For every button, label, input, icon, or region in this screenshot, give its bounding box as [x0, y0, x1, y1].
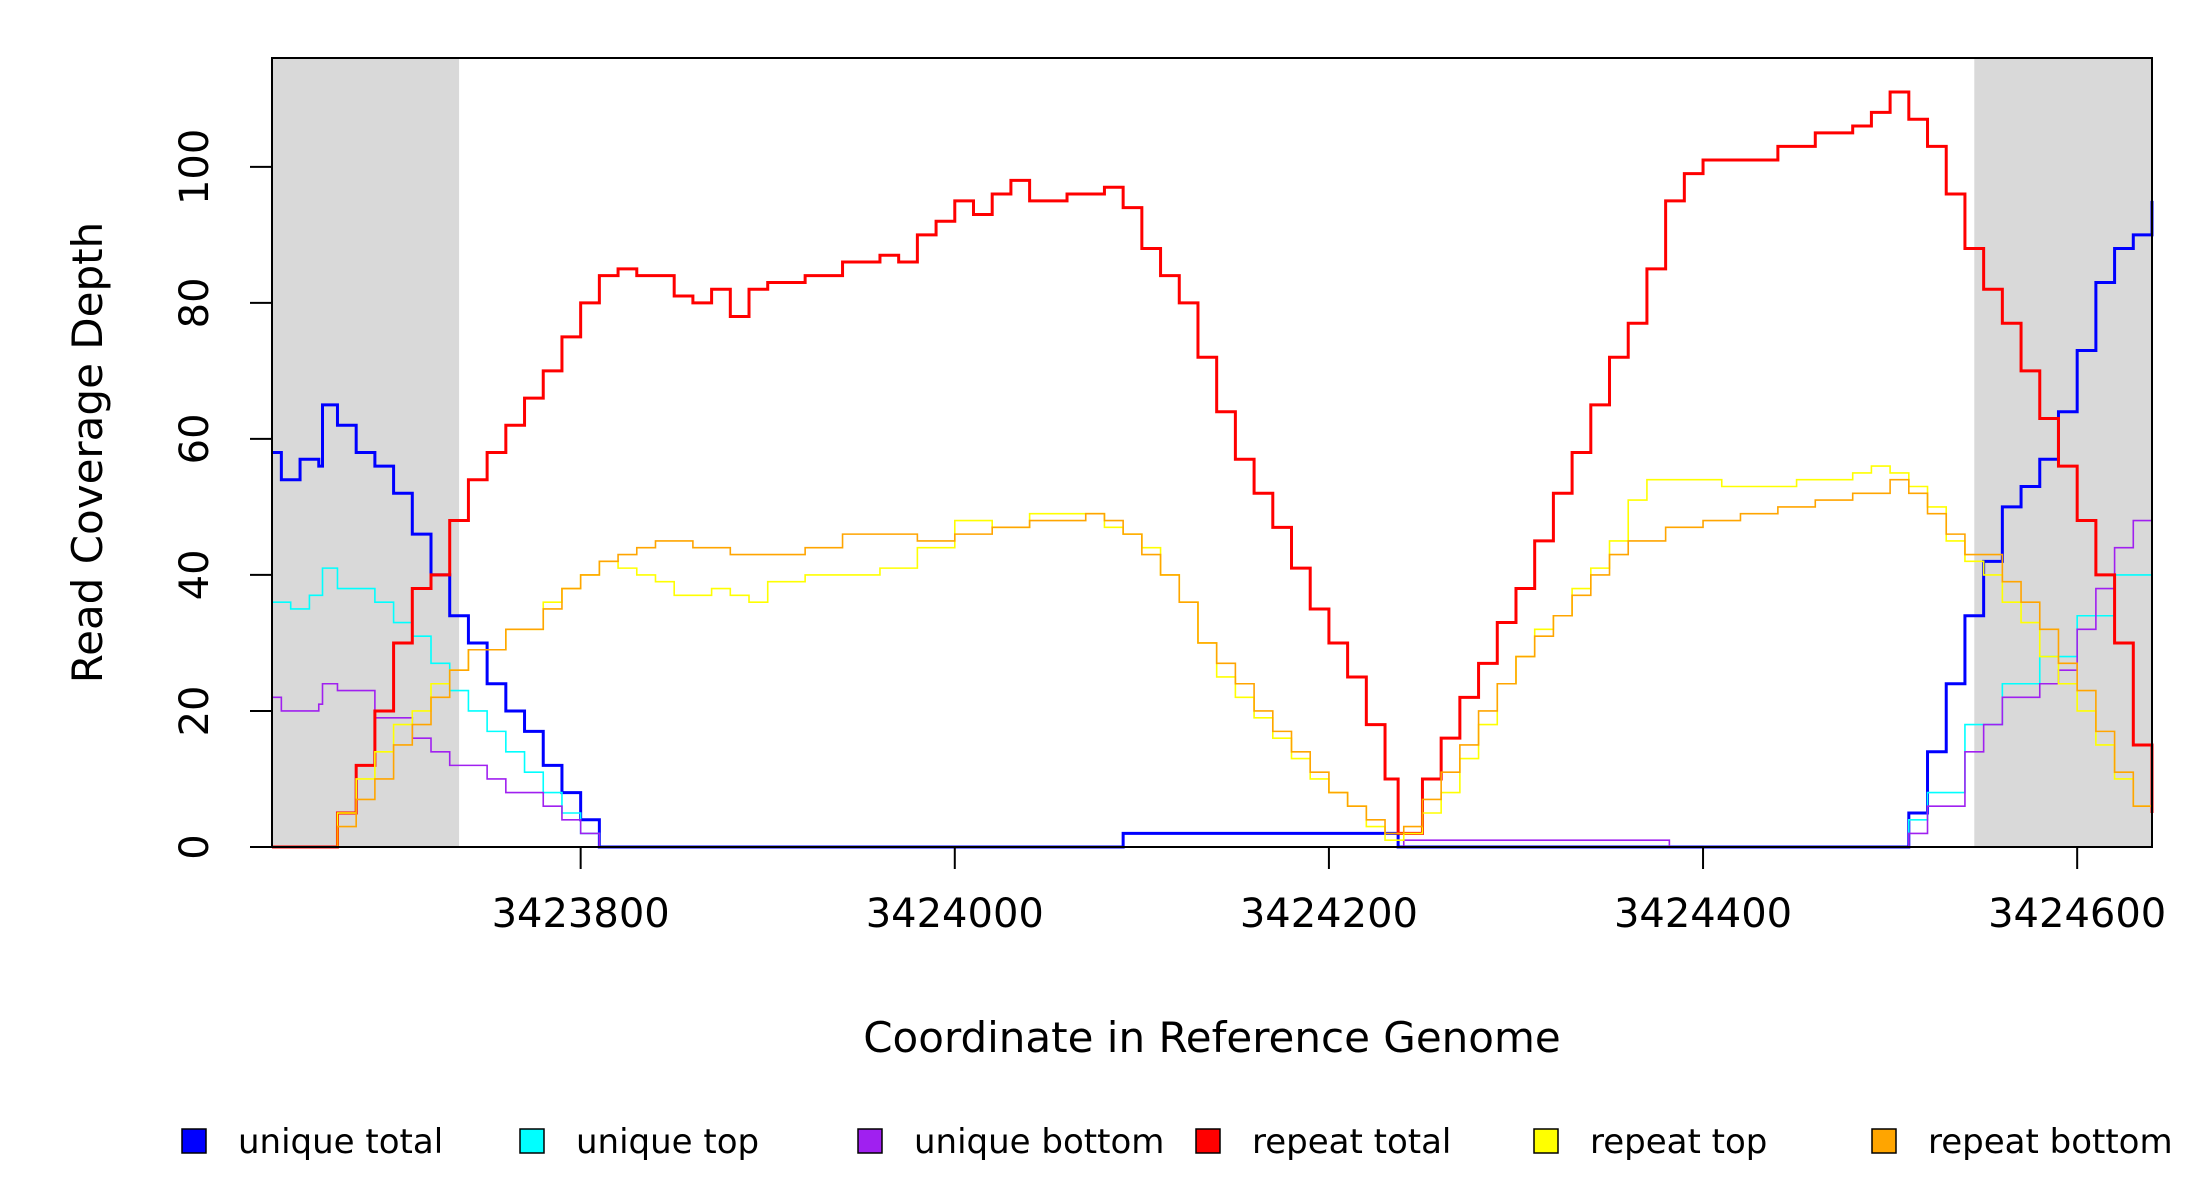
y-tick-label: 0	[172, 834, 218, 859]
legend-swatch	[857, 1128, 883, 1154]
x-axis: 3423800 3424000 3424200 3424400 3424600	[492, 847, 2166, 937]
legend: unique total unique top unique bottom repea…	[181, 1122, 2173, 1162]
x-tick-label: 3424600	[1988, 891, 2166, 937]
plot-frame	[271, 57, 2153, 848]
legend-swatch	[181, 1128, 207, 1154]
y-tick-label: 20	[172, 686, 218, 737]
x-tick-label: 3424200	[1240, 891, 1418, 937]
y-axis-title: Read Coverage Depth	[63, 222, 112, 683]
shaded-regions	[272, 58, 2152, 847]
x-tick-label: 3424000	[866, 891, 1044, 937]
y-tick-label: 60	[172, 413, 218, 464]
x-tick-label: 3423800	[492, 891, 670, 937]
y-axis: 0 20 40 60 80 100	[172, 129, 272, 860]
y-tick-label: 100	[172, 129, 218, 205]
legend-label: repeat bottom	[1928, 1122, 2173, 1162]
legend-swatch	[1533, 1128, 1559, 1154]
legend-label: repeat top	[1590, 1122, 1767, 1162]
x-axis-title: Coordinate in Reference Genome	[863, 1013, 1561, 1062]
legend-label: unique top	[576, 1122, 759, 1162]
series-lines	[272, 90, 2154, 849]
series-line-unique-top	[272, 554, 2153, 848]
legend-label: unique total	[238, 1122, 443, 1162]
series-line-repeat-bottom	[272, 478, 2153, 848]
series-line-repeat-top	[272, 465, 2153, 848]
y-tick-label: 40	[172, 549, 218, 600]
legend-label: repeat total	[1252, 1122, 1451, 1162]
legend-swatch	[1195, 1128, 1221, 1154]
series-line-unique-total	[272, 200, 2154, 849]
series-line-unique-bottom	[272, 493, 2153, 848]
shaded-region	[1974, 58, 2152, 847]
legend-label: unique bottom	[914, 1122, 1164, 1162]
legend-swatch	[1871, 1128, 1897, 1154]
y-tick-label: 80	[172, 277, 218, 328]
x-tick-label: 3424400	[1614, 891, 1792, 937]
series-line-repeat-total	[272, 90, 2154, 849]
legend-swatch	[519, 1128, 545, 1154]
